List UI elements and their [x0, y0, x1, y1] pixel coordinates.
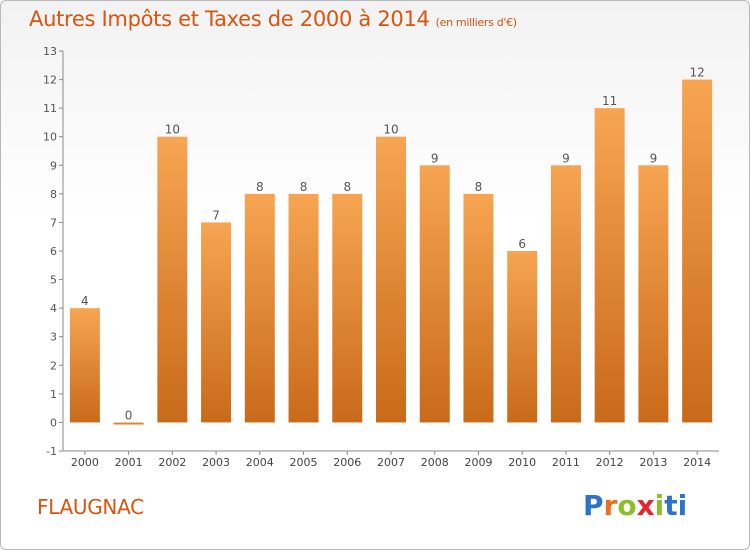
- y-tick-label: 7: [50, 216, 57, 229]
- x-tick-label: 2007: [377, 456, 405, 469]
- x-tick-label: 2003: [202, 456, 230, 469]
- y-tick-label: 6: [50, 245, 57, 258]
- bar: [594, 108, 625, 423]
- bar-data-label: 8: [300, 180, 308, 194]
- x-tick-label: 2008: [421, 456, 449, 469]
- logo-letter: t: [664, 489, 678, 522]
- bar-data-label: 0: [125, 408, 133, 422]
- chart-title-text: Autres Impôts et Taxes de 2000 à 2014: [29, 7, 430, 31]
- x-tick-label: 2000: [71, 456, 99, 469]
- bar-data-label: 10: [165, 123, 180, 137]
- bar: [332, 193, 363, 423]
- bar-data-label: 10: [383, 123, 398, 137]
- bar-data-label: 11: [602, 94, 617, 108]
- x-tick-label: 2009: [464, 456, 492, 469]
- y-tick-label: 10: [43, 131, 57, 144]
- x-tick-label: 2002: [158, 456, 186, 469]
- bar: [682, 79, 713, 423]
- bar: [638, 165, 669, 423]
- bar: [376, 136, 406, 423]
- bar: [507, 251, 538, 423]
- bar-data-label: 8: [343, 180, 351, 194]
- bar-data-label: 8: [475, 180, 483, 194]
- bar: [419, 165, 450, 423]
- y-tick-label: 9: [50, 159, 57, 172]
- bar: [201, 222, 232, 423]
- logo-letter: r: [603, 489, 618, 522]
- bar: [244, 193, 275, 423]
- x-tick-label: 2010: [508, 456, 536, 469]
- y-tick-label: 5: [50, 274, 57, 287]
- y-tick-label: 13: [43, 45, 57, 58]
- x-tick-label: 2012: [596, 456, 624, 469]
- y-tick-label: -1: [46, 445, 57, 458]
- bar-data-label: 9: [431, 151, 439, 165]
- y-tick-label: 3: [50, 331, 57, 344]
- bar-data-label: 8: [256, 180, 264, 194]
- y-tick-label: 4: [50, 302, 57, 315]
- x-tick-label: 2006: [333, 456, 361, 469]
- y-tick-label: 8: [50, 188, 57, 201]
- x-tick-label: 2004: [246, 456, 274, 469]
- bar: [157, 136, 188, 423]
- logo-letter: o: [617, 489, 637, 522]
- chart-subtitle: (en milliers d'€): [435, 16, 517, 29]
- x-tick-label: 2001: [115, 456, 143, 469]
- logo-letter: P: [583, 489, 604, 522]
- bar-data-label: 12: [689, 66, 704, 80]
- bar: [550, 165, 581, 423]
- commune-name: FLAUGNAC: [37, 495, 144, 519]
- y-tick-label: 11: [43, 102, 57, 115]
- logo-letter: i: [654, 489, 665, 522]
- bar-data-label: 4: [81, 294, 89, 308]
- bar: [288, 193, 319, 423]
- bar: [69, 308, 100, 423]
- y-tick-label: 1: [50, 388, 57, 401]
- x-tick-label: 2014: [683, 456, 711, 469]
- bar-data-label: 7: [212, 208, 220, 222]
- bar: [113, 422, 144, 425]
- y-tick-label: 12: [43, 74, 57, 87]
- logo-letter: x: [636, 489, 655, 522]
- bar-data-label: 9: [650, 151, 658, 165]
- chart-data-labels: 4 0 10 7 8 8 8 10 9 8 6 9 11 9 12: [81, 66, 705, 423]
- x-tick-label: 2011: [552, 456, 580, 469]
- x-tick-label: 2013: [639, 456, 667, 469]
- chart-bars: [69, 79, 713, 425]
- y-tick-label: 2: [50, 359, 57, 372]
- y-tick-label: 0: [50, 416, 57, 429]
- bar: [463, 193, 494, 423]
- chart-title: Autres Impôts et Taxes de 2000 à 2014 (en…: [29, 7, 517, 31]
- logo-letter: i: [677, 489, 688, 522]
- x-tick-label: 2005: [290, 456, 318, 469]
- bar-data-label: 9: [562, 151, 570, 165]
- proxiti-logo[interactable]: Proxiti: [583, 489, 687, 522]
- bar-data-label: 6: [518, 237, 526, 251]
